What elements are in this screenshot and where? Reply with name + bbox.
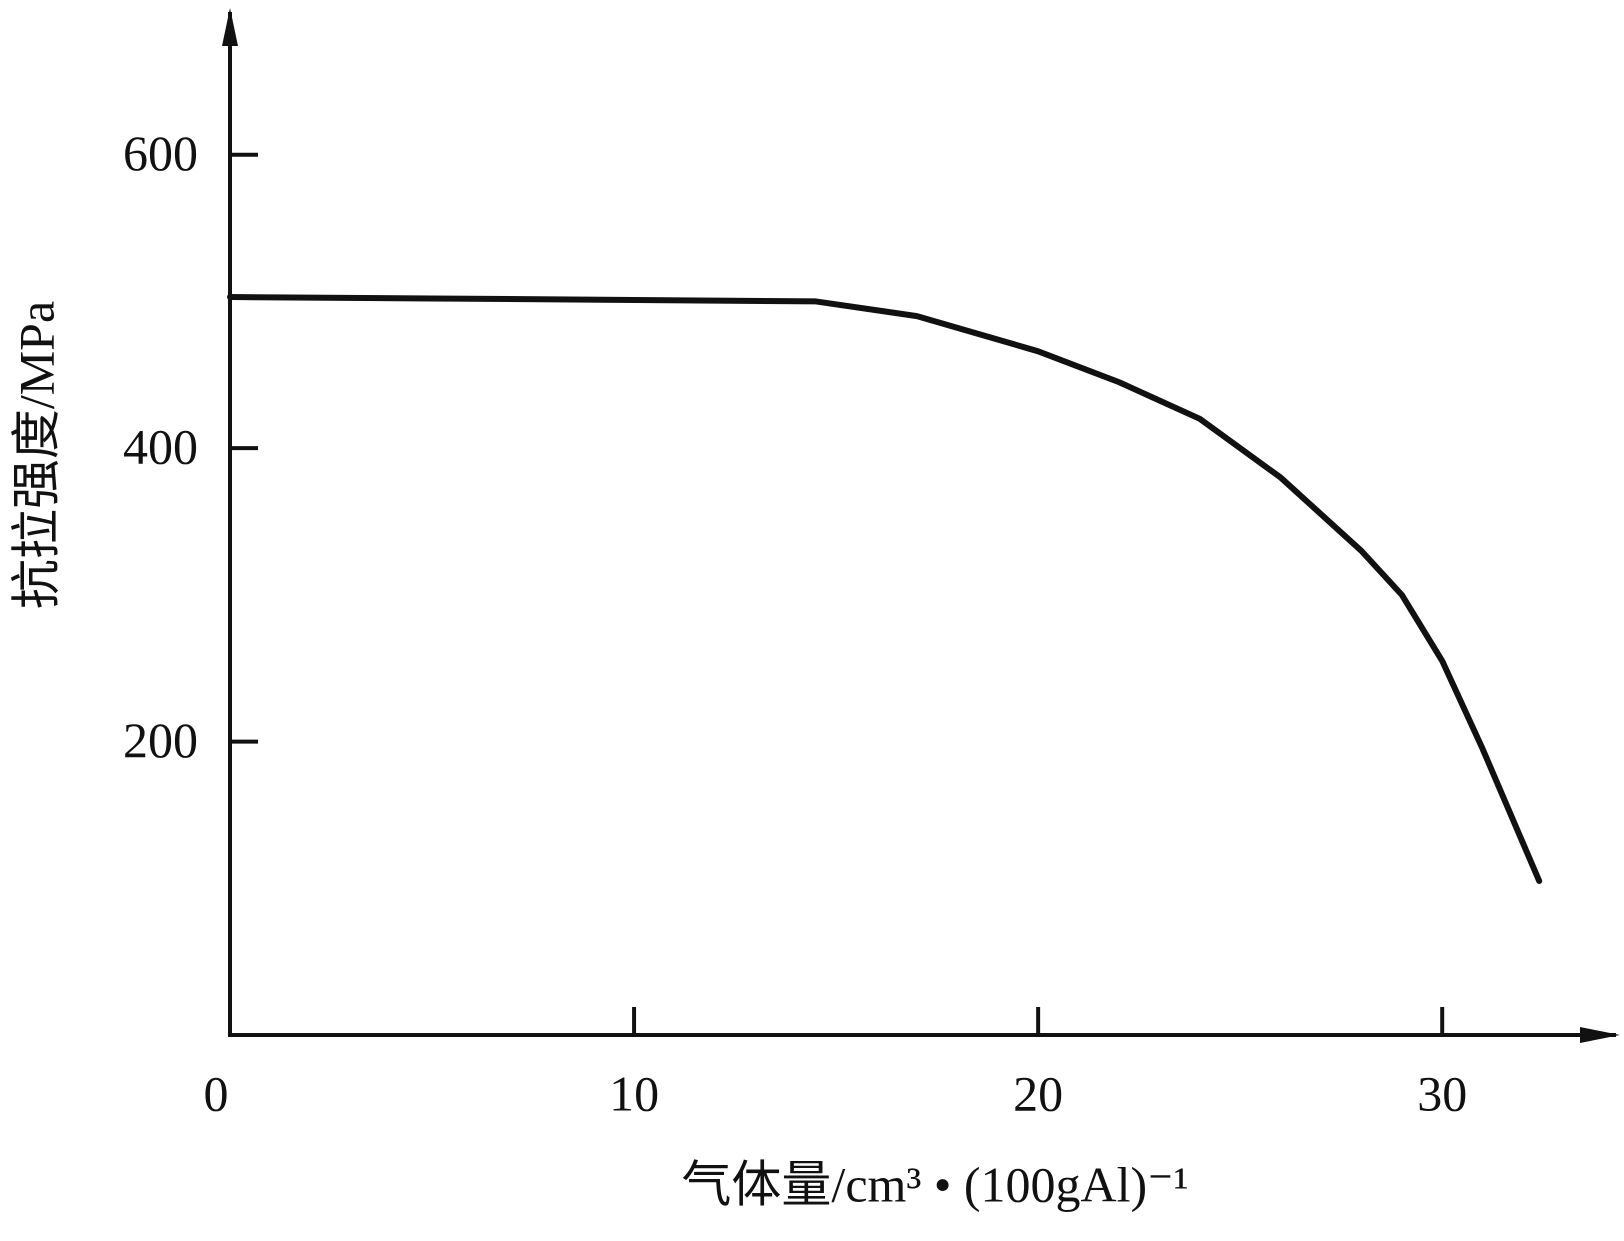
y-tick-label: 200 bbox=[123, 712, 198, 768]
x-tick-label: 20 bbox=[1013, 1065, 1063, 1121]
y-axis-label: 抗拉强度/MPa bbox=[8, 301, 64, 609]
line bbox=[227, 294, 1543, 884]
x-tick-label: 30 bbox=[1417, 1065, 1467, 1121]
x-tick-label: 10 bbox=[609, 1065, 659, 1121]
x-tick-label: 0 bbox=[204, 1065, 229, 1121]
y-tick-label: 400 bbox=[123, 419, 198, 475]
x-axis-arrow bbox=[1580, 1027, 1620, 1043]
y-tick-label: 600 bbox=[123, 125, 198, 181]
x-axis-label: 气体量/cm³ • (100gAl)⁻¹ bbox=[681, 1156, 1188, 1212]
y-axis-arrow bbox=[222, 8, 238, 46]
